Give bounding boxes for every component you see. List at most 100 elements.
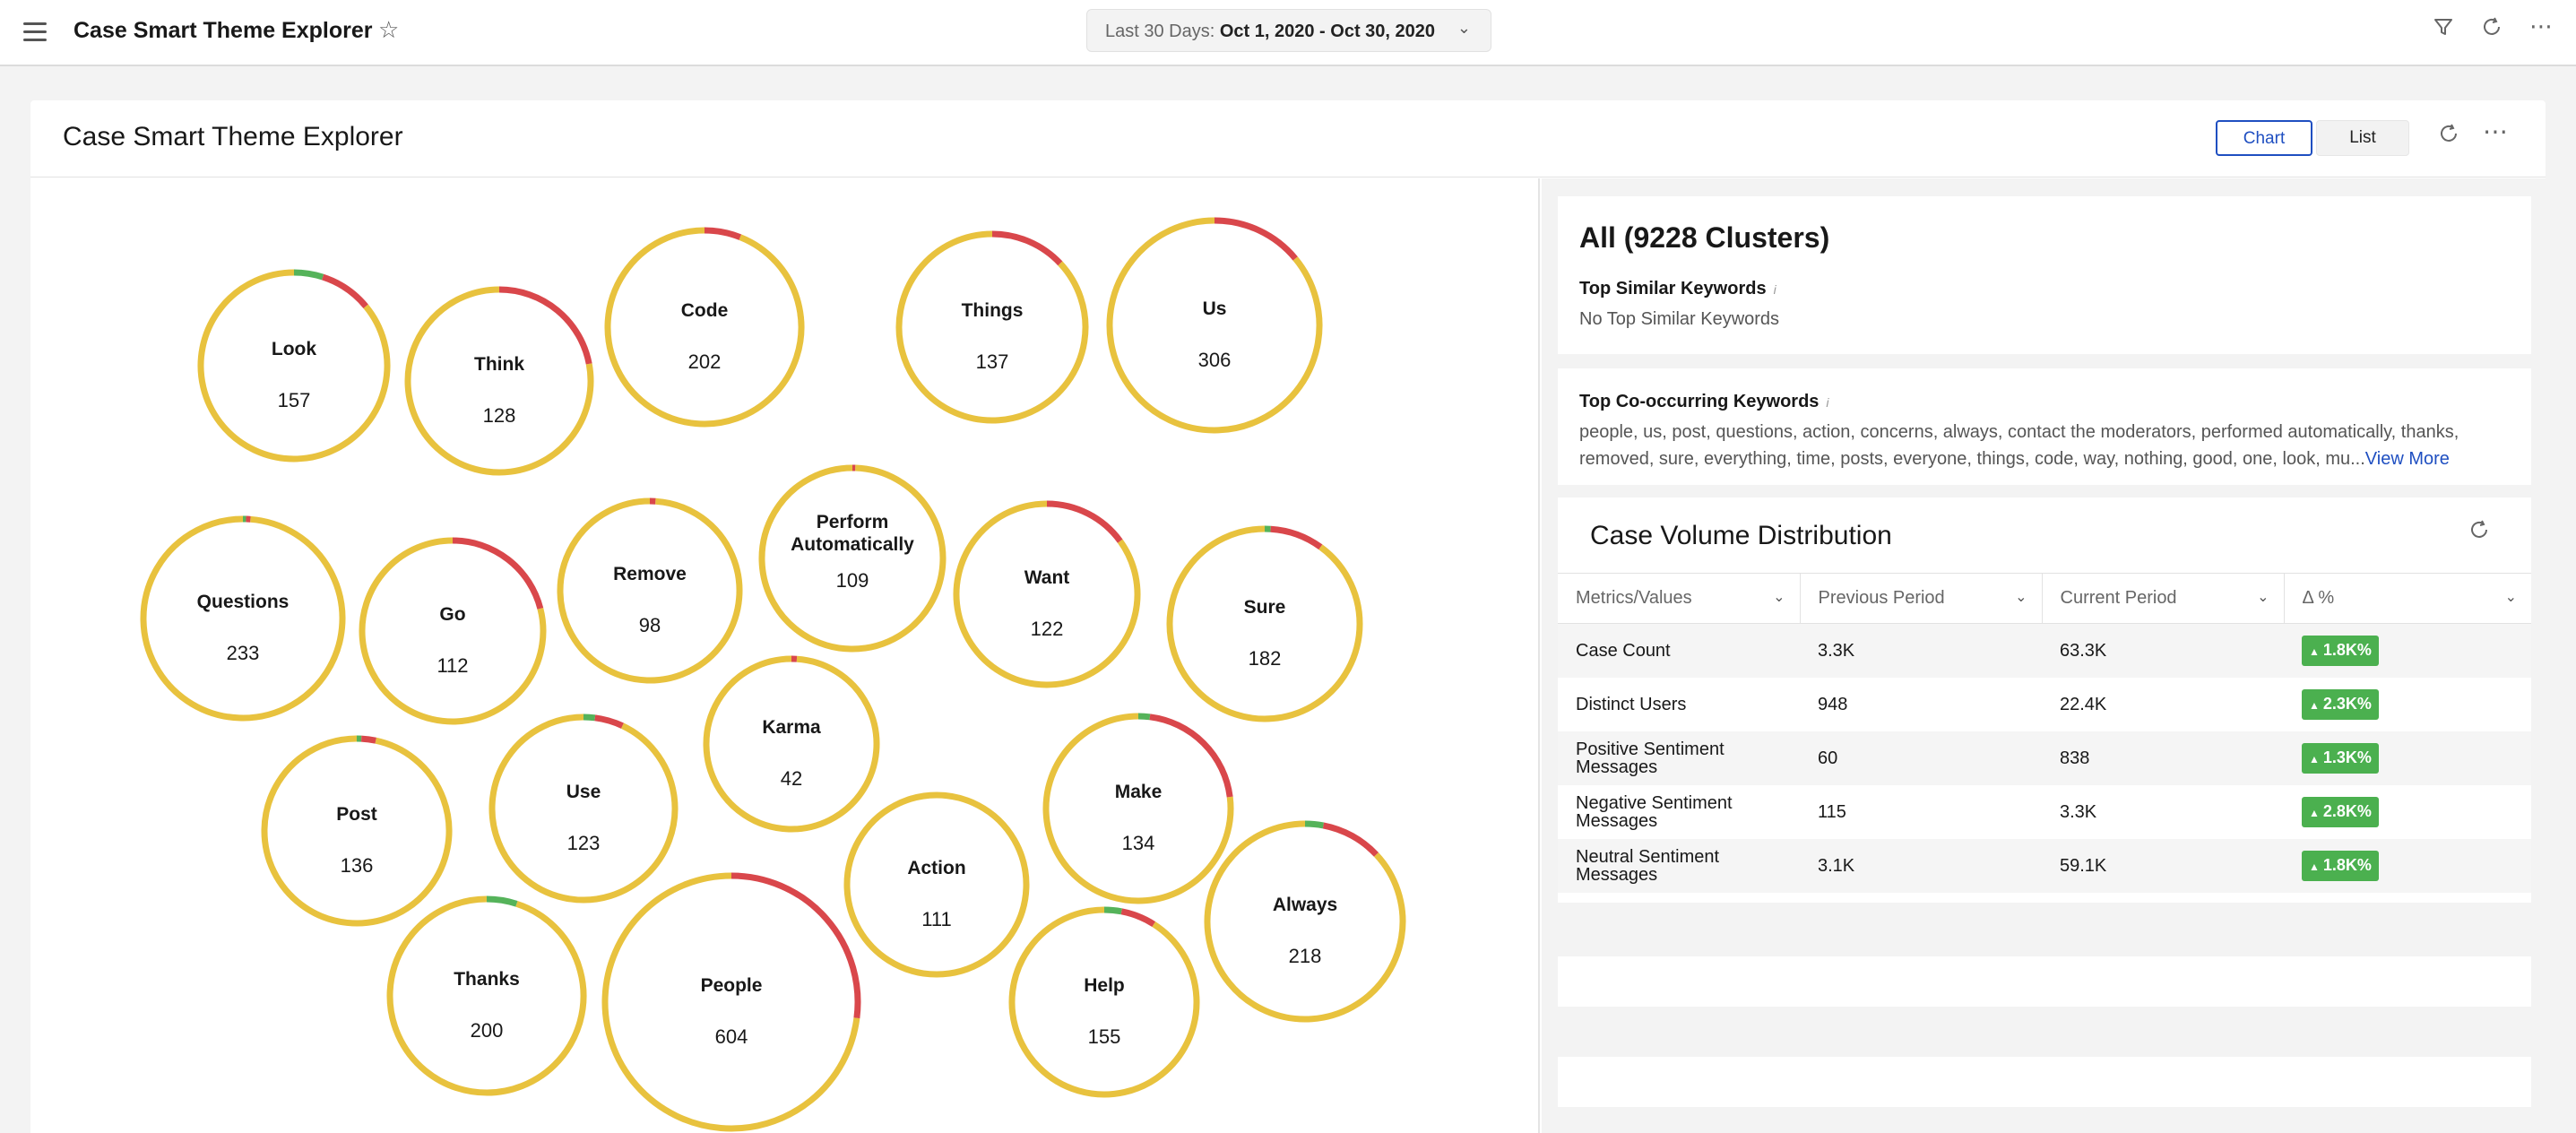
date-range-picker[interactable]: Last 30 Days: Oct 1, 2020 - Oct 30, 2020… xyxy=(1086,9,1491,52)
bubble-code[interactable]: Code 202 xyxy=(604,227,805,428)
bubble-fill xyxy=(847,795,1026,974)
current-value: 22.4K xyxy=(2060,694,2107,714)
refresh-icon[interactable] xyxy=(2481,16,2503,44)
date-range-value: Oct 1, 2020 - Oct 30, 2020 xyxy=(1219,22,1436,41)
bubble-always[interactable]: Always 218 xyxy=(1204,820,1406,1023)
cooccurring-keywords-text: people, us, post, questions, action, con… xyxy=(1579,419,2520,472)
bubble-label: Karma xyxy=(762,717,821,738)
bubble-neutral-arc xyxy=(1106,217,1323,434)
arrow-up-icon: ▲ xyxy=(2309,644,2320,658)
delta-badge: ▲ 2.8K% xyxy=(2302,796,2379,827)
list-view-button[interactable]: List xyxy=(2316,120,2409,156)
bubble-neutral-arc xyxy=(601,872,860,1132)
delta-value: 2.8K% xyxy=(2322,801,2372,820)
bubble-value: 123 xyxy=(567,832,601,854)
bubble-post[interactable]: Post 136 xyxy=(261,735,453,927)
star-icon[interactable]: ☆ xyxy=(378,16,400,43)
menu-icon[interactable] xyxy=(23,20,47,45)
delta-value: 2.3K% xyxy=(2322,694,2372,713)
info-icon[interactable]: i xyxy=(1773,282,1776,297)
bubble-negative-arc xyxy=(498,286,592,365)
bubble-value: 157 xyxy=(278,389,311,411)
bubble-negative-arc xyxy=(360,735,376,744)
bubble-action[interactable]: Action 111 xyxy=(843,791,1030,978)
refresh-icon[interactable] xyxy=(2468,519,2490,547)
previous-value: 3.3K xyxy=(1800,623,2042,678)
bubble-negative-arc xyxy=(991,230,1063,266)
column-header-label: Previous Period xyxy=(1818,588,1945,608)
cooccurring-keywords-list: people, us, post, questions, action, con… xyxy=(1579,422,2459,469)
column-header-label: Current Period xyxy=(2060,588,2177,608)
bubble-value: 128 xyxy=(483,404,516,427)
bubble-questions[interactable]: Questions 233 xyxy=(140,515,346,722)
bubble-label: Code xyxy=(681,300,729,321)
top-bar: Case Smart Theme Explorer ☆ Last 30 Days… xyxy=(0,0,2576,66)
cluster-count-title: All (9228 Clusters) xyxy=(1579,221,1830,254)
column-header[interactable]: Current Period ⌄ xyxy=(2042,573,2285,624)
filter-icon[interactable] xyxy=(2433,16,2454,44)
column-header[interactable]: Previous Period ⌄ xyxy=(1800,573,2043,624)
current-value: 63.3K xyxy=(2042,623,2284,678)
bubble-label: Things xyxy=(962,300,1024,321)
bubble-make[interactable]: Make 134 xyxy=(1042,713,1234,904)
info-icon[interactable]: i xyxy=(1826,395,1829,410)
bubble-fill xyxy=(560,501,739,680)
view-more-link[interactable]: View More xyxy=(2364,449,2450,469)
bubble-want[interactable]: Want 122 xyxy=(953,500,1141,688)
bubble-negative-arc xyxy=(1120,908,1156,928)
refresh-icon[interactable] xyxy=(2438,122,2459,151)
column-header[interactable]: Metrics/Values ⌄ xyxy=(1558,573,1801,624)
bubble-label: Thanks xyxy=(454,969,520,990)
bubble-fill xyxy=(1046,716,1231,901)
distribution-table: Metrics/Values ⌄ Previous Period ⌄ Current… xyxy=(1558,573,2531,893)
date-range-prefix: Last 30 Days: xyxy=(1105,22,1215,41)
bubble-people[interactable]: People 604 xyxy=(601,872,861,1132)
bubble-positive-arc xyxy=(1304,820,1325,829)
bubble-fill xyxy=(492,717,675,900)
delta-value: 1.8K% xyxy=(2322,855,2372,874)
empty-row xyxy=(1558,956,2531,1007)
column-header-label: Δ % xyxy=(2302,588,2335,608)
bubble-fill xyxy=(706,659,877,829)
bubble-go[interactable]: Go 112 xyxy=(359,537,547,725)
bubble-remove[interactable]: Remove 98 xyxy=(557,497,743,684)
table-row: Distinct Users 948 22.4K ▲ 2.3K% xyxy=(1558,678,2531,731)
chart-view-button[interactable]: Chart xyxy=(2216,120,2312,156)
table-header-row: Metrics/Values ⌄ Previous Period ⌄ Current… xyxy=(1558,573,2531,624)
more-icon[interactable]: ⋯ xyxy=(2483,117,2508,145)
bubble-think[interactable]: Think 128 xyxy=(404,286,594,476)
more-icon[interactable]: ⋯ xyxy=(2529,13,2553,39)
cluster-summary: All (9228 Clusters) Top Similar Keywords… xyxy=(1558,196,2531,354)
table-row: Case Count 3.3K 63.3K ▲ 1.8K% xyxy=(1558,623,2531,678)
cooccurring-keywords-label-text: Top Co-occurring Keywords xyxy=(1579,392,1820,411)
bubble-label: Remove xyxy=(613,564,687,584)
delta-cell: ▲ 1.8K% xyxy=(2284,623,2531,678)
bubble-neutral-arc xyxy=(197,269,391,463)
chevron-down-icon[interactable]: ⌄ xyxy=(2257,590,2269,605)
bubble-value: 182 xyxy=(1249,647,1282,670)
bubble-look[interactable]: Look 157 xyxy=(197,269,391,463)
bubble-label: Think xyxy=(474,354,524,375)
bubble-us[interactable]: Us 306 xyxy=(1106,217,1323,434)
bubble-negative-arc xyxy=(1149,714,1233,798)
table-row: Positive Sentiment Messages 60 838 ▲ 1.3K… xyxy=(1558,731,2531,785)
previous-value: 60 xyxy=(1800,731,2042,785)
chevron-down-icon[interactable]: ⌄ xyxy=(1773,590,1785,605)
bubble-neutral-arc xyxy=(1008,906,1200,1098)
arrow-up-icon: ▲ xyxy=(2309,698,2320,712)
bubble-thanks[interactable]: Thanks 200 xyxy=(386,895,587,1096)
bubble-value: 134 xyxy=(1122,832,1155,854)
bubble-value: 155 xyxy=(1088,1025,1121,1048)
chevron-down-icon[interactable]: ⌄ xyxy=(2015,590,2027,605)
bubble-things[interactable]: Things 137 xyxy=(895,230,1089,424)
bubble-use[interactable]: Use 123 xyxy=(488,714,679,904)
bubble-help[interactable]: Help 155 xyxy=(1008,906,1200,1098)
column-header[interactable]: Δ % ⌄ xyxy=(2284,573,2531,624)
bubble-karma[interactable]: Karma 42 xyxy=(703,655,880,833)
bubble-sure[interactable]: Sure 182 xyxy=(1166,525,1363,722)
column-header-label: Metrics/Values xyxy=(1576,588,1692,608)
bubble-value: 111 xyxy=(921,908,951,930)
bubble-label: Us xyxy=(1203,298,1227,319)
chevron-down-icon[interactable]: ⌄ xyxy=(2504,590,2517,605)
